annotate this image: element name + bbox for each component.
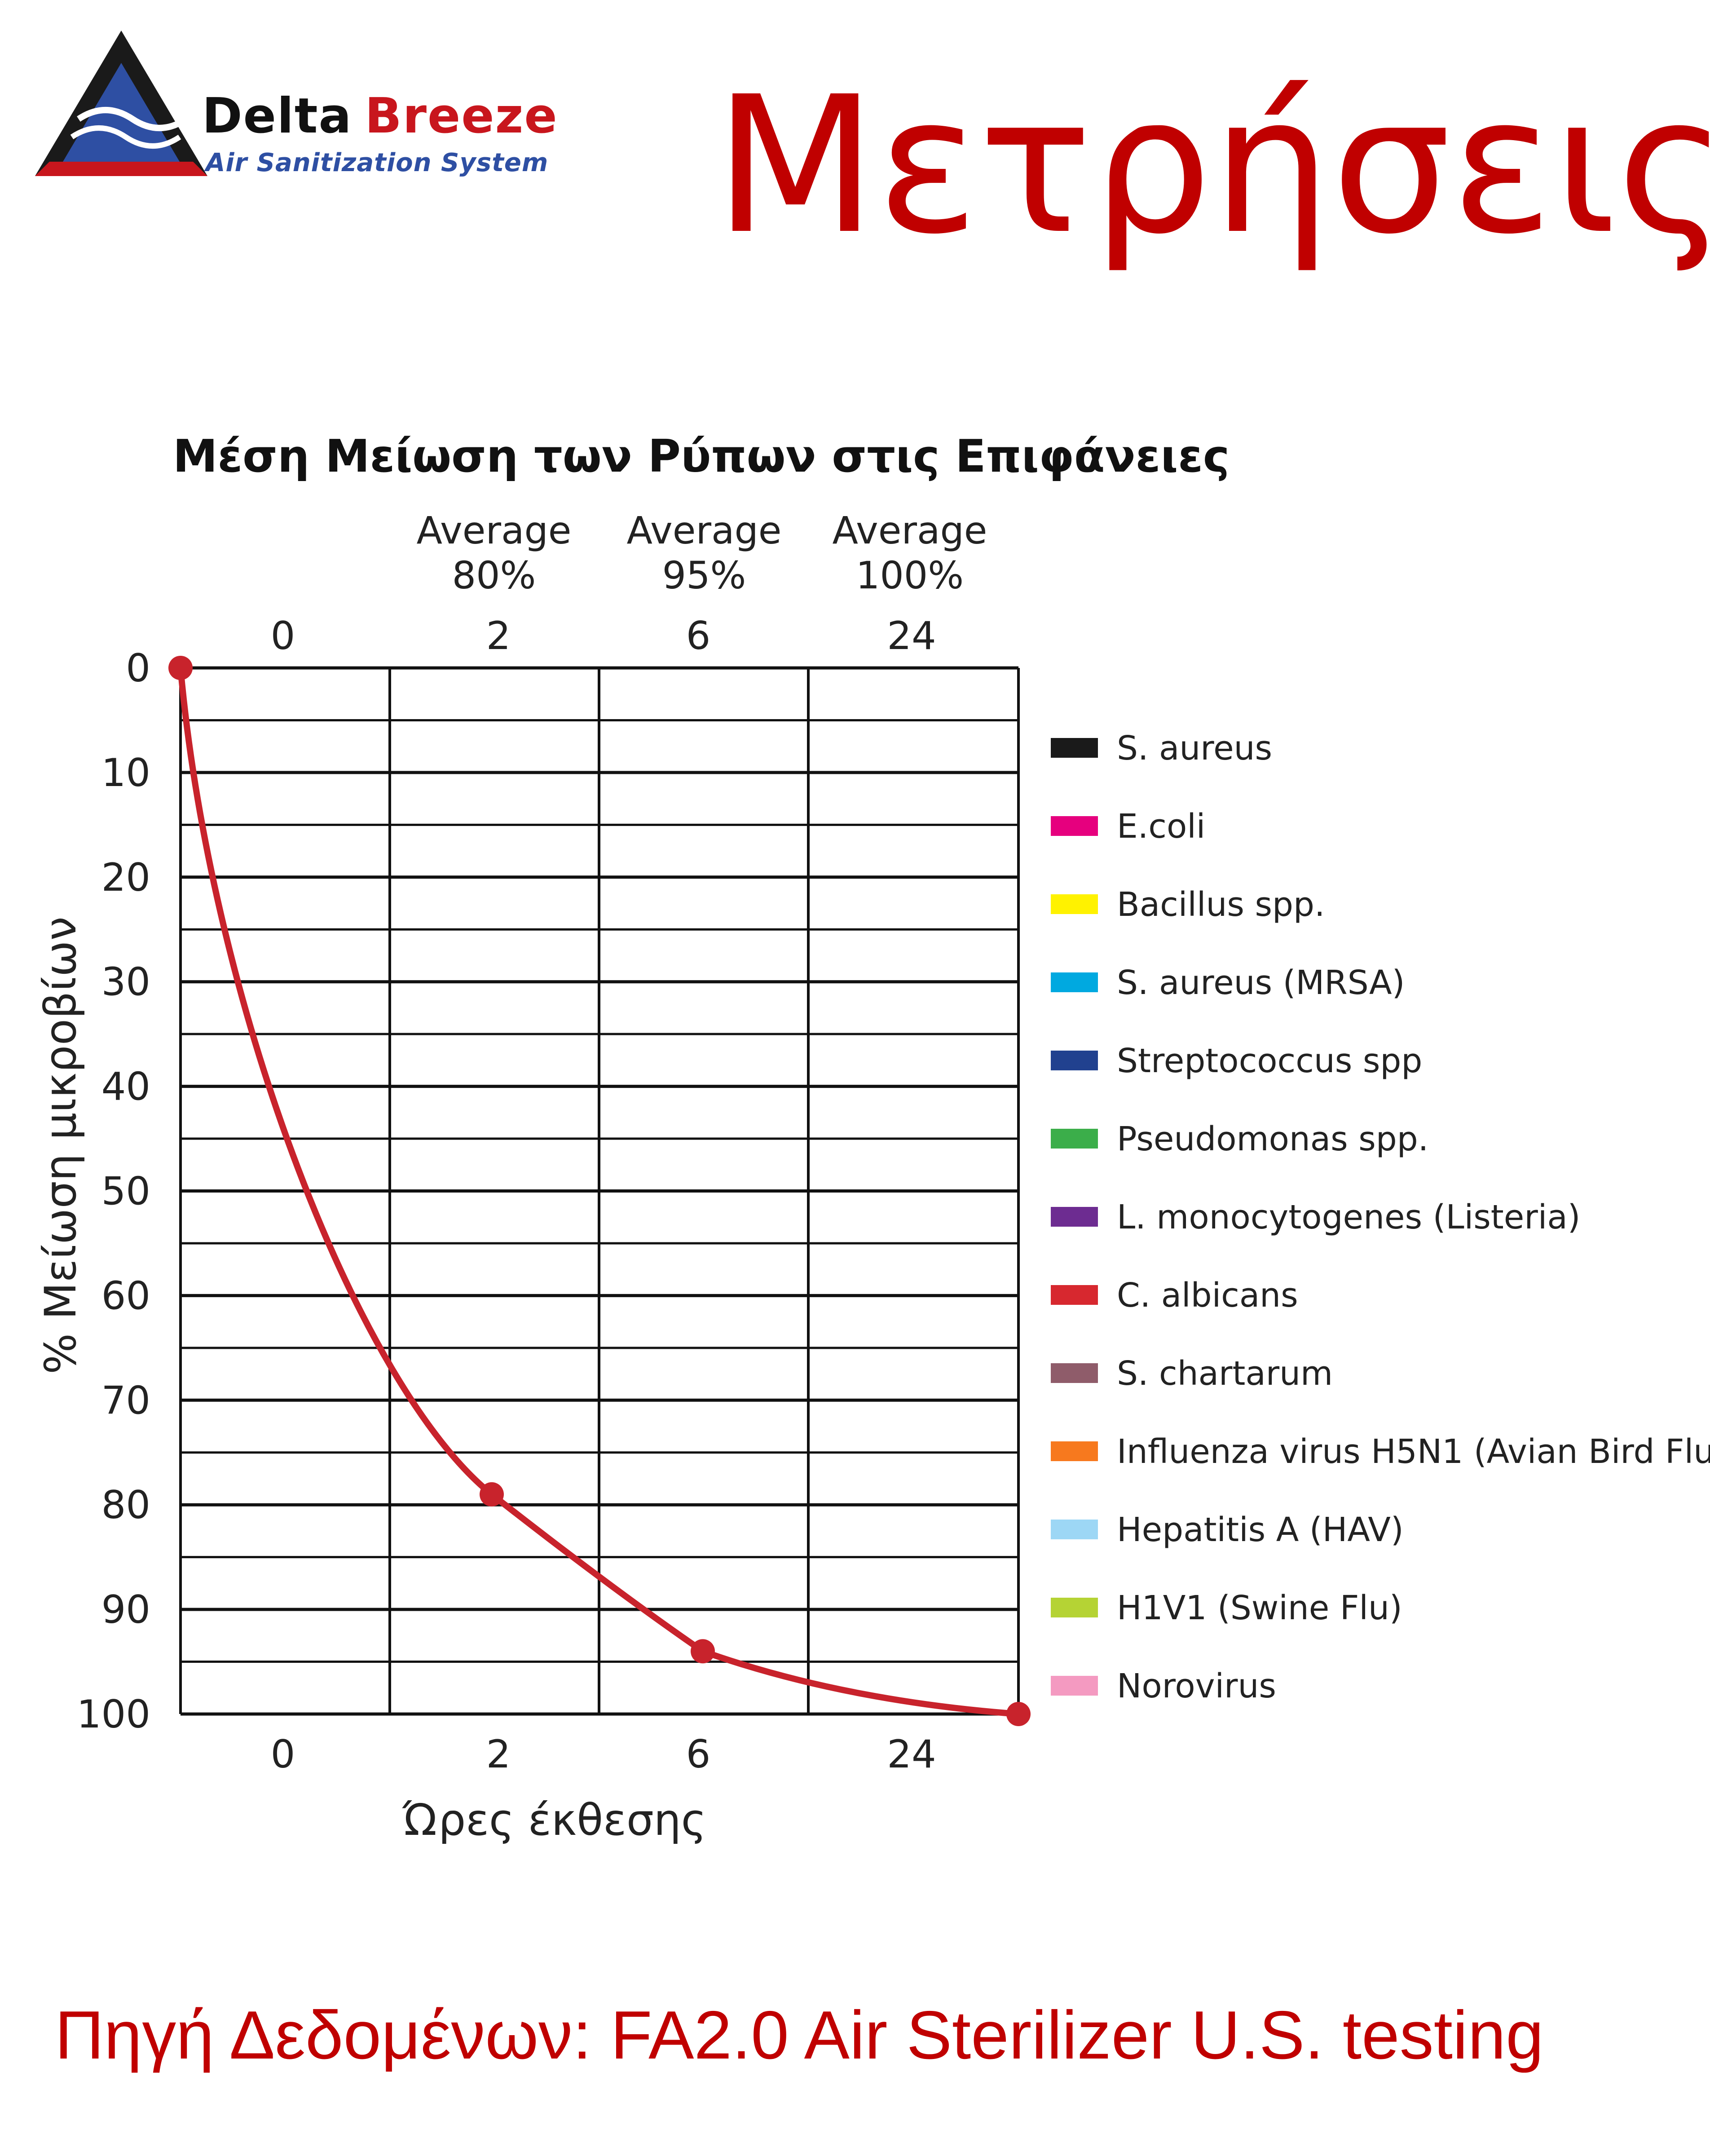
y-tick-label: 30 <box>101 960 150 1005</box>
legend-label: Pseudomonas spp. <box>1117 1120 1428 1158</box>
y-tick-label: 70 <box>101 1378 150 1423</box>
legend-swatch <box>1051 1129 1098 1149</box>
legend-swatch <box>1051 1363 1098 1383</box>
legend-swatch <box>1051 1520 1098 1539</box>
series-line <box>177 667 1019 1717</box>
y-tick-label: 40 <box>101 1065 150 1109</box>
legend-label: Bacillus spp. <box>1117 885 1325 924</box>
top-x-tick-label: 0 <box>271 614 295 658</box>
brand-word-breeze: Breeze <box>365 88 558 144</box>
average-value: 95% <box>662 553 746 597</box>
legend-swatch <box>1051 894 1098 914</box>
legend-swatch <box>1051 1598 1098 1617</box>
page-title: Μετρήσεις <box>714 56 1710 276</box>
legend-swatch <box>1051 972 1098 992</box>
legend-label: H1V1 (Swine Flu) <box>1117 1589 1402 1627</box>
x-tick-label: 2 <box>486 1732 511 1777</box>
top-x-tick-label: 24 <box>887 614 936 658</box>
legend-label: C. albicans <box>1117 1276 1298 1315</box>
legend-label: Norovirus <box>1117 1667 1276 1705</box>
brand-name: Delta Breeze <box>202 92 558 141</box>
legend-swatch <box>1051 1207 1098 1227</box>
legend-label: L. monocytogenes (Listeria) <box>1117 1198 1581 1237</box>
legend-label: S. chartarum <box>1117 1354 1333 1393</box>
y-tick-label: 0 <box>126 646 150 691</box>
y-tick-label: 20 <box>101 855 150 900</box>
chart-title: Μέση Μείωση των Ρύπων στις Επιφάνειες <box>173 430 1230 482</box>
average-label: Average <box>833 508 987 552</box>
brand-tagline: Air Sanitization System <box>206 148 549 177</box>
legend-label: Influenza virus H5N1 (Avian Bird Flu) <box>1117 1432 1710 1471</box>
x-tick-label: 24 <box>887 1732 936 1777</box>
legend-label: S. aureus (MRSA) <box>1117 963 1405 1002</box>
y-tick-label: 90 <box>101 1587 150 1632</box>
legend-swatch <box>1051 1441 1098 1461</box>
data-point <box>480 1482 504 1507</box>
average-label: Average <box>417 508 572 552</box>
data-point <box>1006 1702 1031 1726</box>
x-axis-label: Ώρες έκθεσης <box>402 1795 706 1845</box>
y-tick-label: 50 <box>101 1169 150 1214</box>
y-tick-label: 80 <box>101 1483 150 1528</box>
legend-label: S. aureus <box>1117 729 1272 768</box>
y-tick-label: 100 <box>77 1692 150 1737</box>
legend-swatch <box>1051 816 1098 836</box>
y-axis-label: % Μείωση μικροβίων <box>35 916 86 1374</box>
y-tick-label: 60 <box>101 1273 150 1318</box>
legend-label: Hepatitis A (HAV) <box>1117 1511 1404 1549</box>
top-x-tick-label: 2 <box>486 614 511 658</box>
legend-label: Streptococcus spp <box>1117 1042 1422 1080</box>
y-tick-label: 10 <box>101 751 150 795</box>
legend-swatch <box>1051 1676 1098 1696</box>
average-label: Average <box>627 508 782 552</box>
x-tick-label: 0 <box>271 1732 295 1777</box>
data-source-note: Πηγή Δεδομένων: FA2.0 Air Sterilizer U.S… <box>55 1997 1544 2073</box>
legend-label: E.coli <box>1117 807 1205 846</box>
legend-swatch <box>1051 1285 1098 1305</box>
x-tick-label: 6 <box>686 1732 711 1777</box>
data-point <box>168 656 193 680</box>
average-value: 80% <box>452 553 536 597</box>
legend-swatch <box>1051 1051 1098 1070</box>
legend-swatch <box>1051 738 1098 758</box>
top-x-tick-label: 6 <box>686 614 711 658</box>
data-point <box>691 1639 715 1664</box>
logo-mark <box>35 31 207 176</box>
average-value: 100% <box>856 553 964 597</box>
brand-word-delta: Delta <box>202 88 353 144</box>
